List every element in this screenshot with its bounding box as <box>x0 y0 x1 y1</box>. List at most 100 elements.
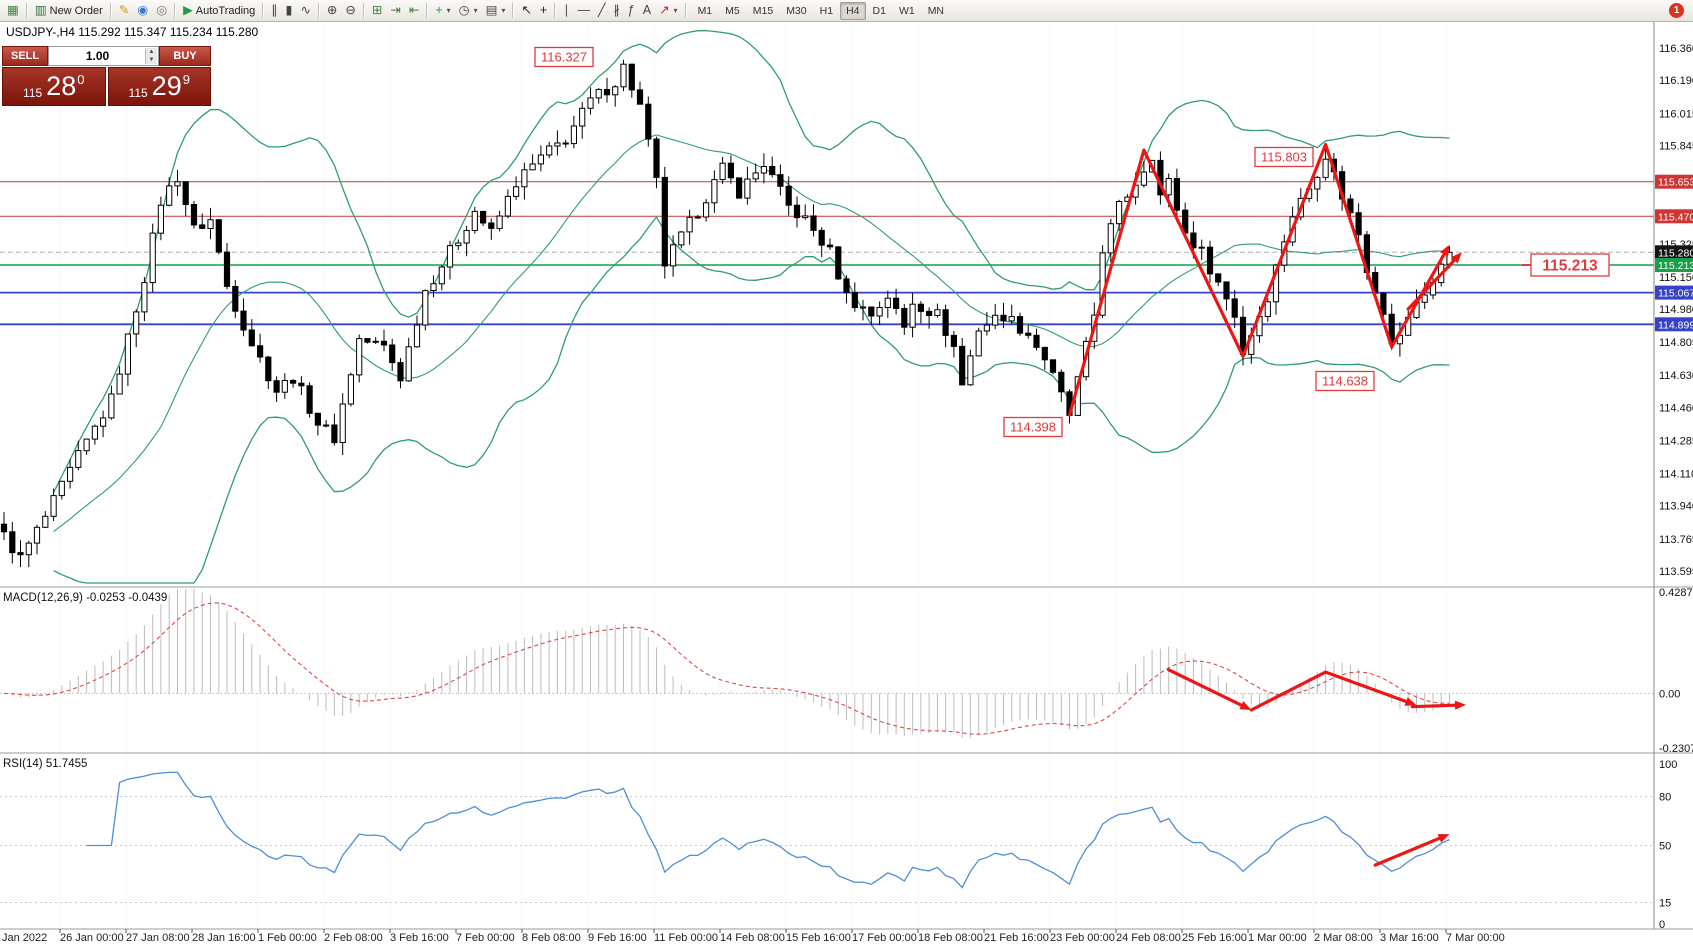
candle <box>1264 301 1271 317</box>
candle <box>1380 292 1387 315</box>
time-axis-label[interactable]: 2 Feb 08:00 <box>324 932 383 944</box>
macd-axis-label: 0.00 <box>1659 688 1680 700</box>
volume-decrease-button[interactable]: ▼ <box>145 56 157 64</box>
sell-price-panel[interactable]: 115 28 0 <box>2 67 106 106</box>
price-axis-tag-label: 115.280 <box>1658 247 1693 259</box>
zoom-out-button[interactable]: ⊖ <box>341 1 359 20</box>
vertical-line-button[interactable]: ∣ <box>559 1 573 20</box>
time-axis-label[interactable]: 9 Feb 16:00 <box>588 932 647 944</box>
candle <box>703 202 710 218</box>
candle <box>157 204 165 234</box>
candle <box>967 355 974 386</box>
toolbar-separator <box>109 3 112 18</box>
time-axis-label[interactable]: 8 Feb 08:00 <box>522 932 581 944</box>
candle <box>174 181 181 187</box>
time-axis-label[interactable]: 18 Feb 08:00 <box>918 932 983 944</box>
candle <box>1272 264 1280 303</box>
time-axis-label[interactable]: 26 Jan 00:00 <box>60 932 124 944</box>
indicators-button[interactable]: + ▾ <box>431 1 454 20</box>
macd-label: MACD(12,26,9) -0.0253 -0.0439 <box>3 592 167 604</box>
time-axis-label[interactable]: 23 Feb 00:00 <box>1050 932 1115 944</box>
timeframe-m5-button[interactable]: M5 <box>725 4 740 17</box>
sell-button[interactable]: SELL <box>2 46 48 66</box>
time-axis-label[interactable]: 28 Jan 16:00 <box>192 932 256 944</box>
candlestick-chart-button[interactable]: ▮ <box>282 1 297 20</box>
mql5-community-button[interactable]: ◎ <box>152 1 171 20</box>
notification-badge[interactable]: 1 <box>1669 3 1684 18</box>
time-axis-label[interactable]: 3 Mar 16:00 <box>1380 932 1439 944</box>
candle <box>760 166 767 174</box>
chart-shift-button[interactable]: ⇤ <box>405 1 423 20</box>
cursor-button[interactable]: ↖ <box>517 1 535 20</box>
timeframe-m15-button[interactable]: M15 <box>752 4 774 17</box>
price-axis-label: 115.845 <box>1659 140 1693 152</box>
time-axis-label[interactable]: 27 Jan 08:00 <box>126 932 190 944</box>
horizontal-line-button[interactable]: — <box>573 1 594 20</box>
timeframe-mn-button[interactable]: MN <box>927 4 945 17</box>
candle <box>389 344 396 364</box>
candle <box>331 424 338 444</box>
candle <box>33 526 41 544</box>
trend-arrow <box>1406 258 1456 311</box>
zoom-in-button[interactable]: ⊕ <box>323 1 341 20</box>
time-axis-label[interactable]: 2 Mar 08:00 <box>1314 932 1373 944</box>
fibonacci-icon: ƒ <box>627 3 635 18</box>
candle <box>570 125 577 145</box>
timeframe-h4-button[interactable]: H4 <box>840 1 866 20</box>
volume-increase-button[interactable]: ▲ <box>145 48 157 56</box>
one-click-trading-widget: SELL ▲ ▼ BUY 115 28 0 115 29 9 <box>2 46 211 106</box>
time-axis-label[interactable]: 3 Feb 16:00 <box>390 932 449 944</box>
arrows-button[interactable]: ↗ ▾ <box>655 1 682 20</box>
zoom-in-icon: ⊕ <box>326 3 338 18</box>
text-button[interactable]: A <box>639 1 655 20</box>
fibonacci-button[interactable]: ƒ <box>624 1 639 20</box>
time-axis-label[interactable]: 7 Feb 00:00 <box>456 932 515 944</box>
tile-windows-button[interactable]: ⊞ <box>368 1 386 20</box>
timeframe-m1-button[interactable]: M1 <box>697 4 713 17</box>
time-axis-label[interactable]: 14 Feb 08:00 <box>720 932 785 944</box>
line-chart-button[interactable]: ∿ <box>296 1 314 20</box>
candle <box>893 297 900 310</box>
timeframe-h1-button[interactable]: H1 <box>819 4 834 17</box>
metaeditor-button[interactable]: ✎ <box>115 1 133 20</box>
time-axis-label[interactable]: 7 Mar 00:00 <box>1446 932 1505 944</box>
price-axis-tag <box>1655 209 1693 224</box>
candle <box>744 178 751 199</box>
timeframe-m30-button[interactable]: M30 <box>786 4 807 17</box>
timeframe-d1-button[interactable]: D1 <box>872 4 886 17</box>
auto-scroll-button[interactable]: ⇥ <box>386 1 404 20</box>
periods-button[interactable]: ◷ ▾ <box>455 1 482 20</box>
time-axis-label[interactable]: 21 Feb 16:00 <box>984 932 1049 944</box>
candle <box>975 330 982 357</box>
candle <box>595 89 602 99</box>
new-order-button[interactable]: ▥ New Order <box>31 1 107 20</box>
time-axis-label[interactable]: 11 Feb 00:00 <box>654 932 718 944</box>
time-axis-label[interactable]: 24 Feb 08:00 <box>1116 932 1181 944</box>
macd-signal-line <box>3 602 1450 735</box>
trendline-button[interactable]: ╱ <box>594 1 610 20</box>
new-chart-button[interactable]: ▦ <box>3 1 23 20</box>
time-axis-label[interactable]: Jan 2022 <box>2 932 47 944</box>
macd-arrow <box>1410 703 1457 709</box>
candle <box>323 424 330 427</box>
candle <box>884 297 891 309</box>
crosshair-button[interactable]: + <box>536 1 551 20</box>
timeframe-w1-button[interactable]: W1 <box>898 4 915 17</box>
zoom-out-icon: ⊖ <box>345 3 356 18</box>
candle <box>859 306 867 309</box>
time-axis-label[interactable]: 1 Mar 00:00 <box>1248 932 1307 944</box>
time-axis-label[interactable]: 15 Feb 16:00 <box>786 932 851 944</box>
candle <box>1058 371 1065 393</box>
one-click-header-row: SELL ▲ ▼ BUY <box>2 46 211 66</box>
templates-button[interactable]: ▤ ▾ <box>482 1 510 20</box>
buy-price-panel[interactable]: 115 29 9 <box>107 67 211 106</box>
channel-button[interactable]: ∦ <box>610 1 624 20</box>
time-axis-label[interactable]: 17 Feb 00:00 <box>852 932 917 944</box>
volume-input[interactable] <box>49 47 158 65</box>
time-axis-label[interactable]: 1 Feb 00:00 <box>258 932 317 944</box>
buy-button[interactable]: BUY <box>159 46 211 66</box>
autotrading-button[interactable]: ▶ AutoTrading <box>179 1 259 20</box>
market-watch-button[interactable]: ◉ <box>133 1 152 20</box>
bar-chart-button[interactable]: ∥ <box>267 1 281 20</box>
time-axis-label[interactable]: 25 Feb 16:00 <box>1182 932 1247 944</box>
